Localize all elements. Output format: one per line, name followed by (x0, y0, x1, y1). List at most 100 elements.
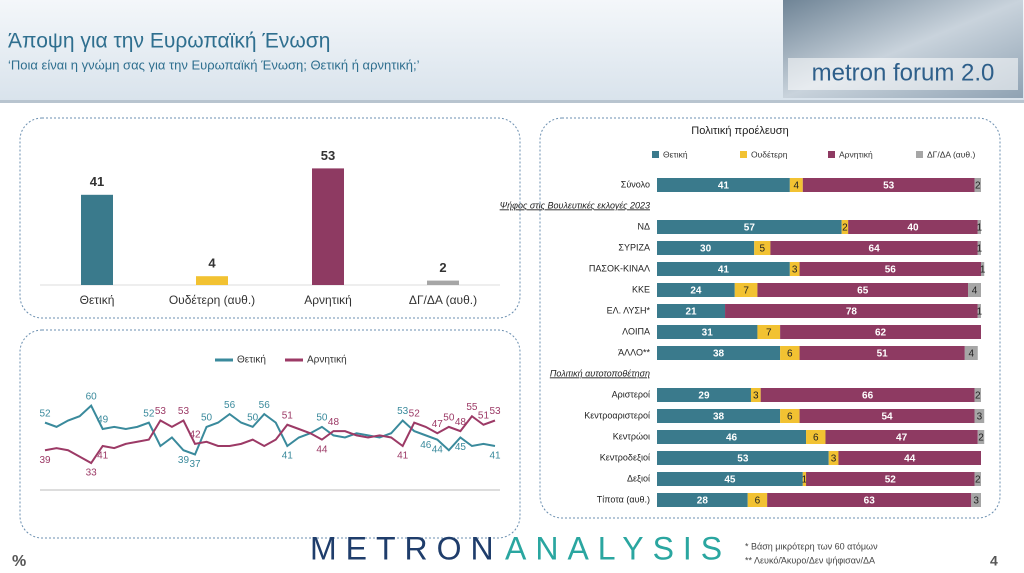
row-label: Κεντρώοι (613, 431, 650, 441)
data-label: 4 (794, 181, 800, 192)
bar-segment (841, 220, 849, 234)
data-label: 1 (977, 223, 983, 234)
data-label: 56 (259, 400, 271, 411)
data-label: 6 (787, 412, 793, 423)
data-label: 66 (862, 391, 874, 402)
bar-segment (799, 262, 981, 276)
data-label: 2 (842, 223, 848, 234)
bar-segment (757, 283, 969, 297)
bar (312, 168, 344, 285)
data-label: 78 (846, 307, 858, 318)
data-label: 41 (282, 451, 294, 462)
data-label: 50 (201, 413, 213, 424)
row-label: ΠΑΣΟΚ-ΚΙΝΑΛ (589, 263, 650, 273)
data-label: 52 (885, 475, 897, 486)
data-label: 53 (397, 406, 409, 417)
data-label: 24 (690, 286, 702, 297)
bar-segment (977, 220, 981, 234)
row-label: Κεντροδεξιοί (600, 452, 650, 462)
row-label: ΣΥΡΙΖΑ (618, 242, 650, 252)
data-label: 63 (864, 496, 876, 507)
brand: ANALYSIS (505, 530, 731, 566)
row-label: Σύνολο (621, 179, 650, 189)
title: Άποψη για την Ευρωπαϊκή Ένωση (8, 30, 330, 53)
data-label: 3 (753, 391, 759, 402)
bar-segment (657, 388, 751, 402)
row-label: ΛΟΙΠΑ (622, 326, 650, 336)
bar-segment (802, 472, 807, 486)
data-label: 29 (698, 391, 710, 402)
footnote: ** Λευκό/Άκυρο/Δεν ψήφισαν/ΔΑ (745, 555, 875, 565)
data-label: 62 (875, 328, 887, 339)
bar-segment (789, 262, 800, 276)
logo: metron forum 2.0 (812, 59, 995, 86)
data-label: 52 (39, 408, 51, 419)
data-label: 53 (489, 406, 501, 417)
row-label: ΕΛ. ΛΥΣΗ* (607, 305, 651, 315)
bar-segment (977, 241, 981, 255)
bar-segment (657, 283, 735, 297)
x-tick-label: Αρνητική (304, 293, 352, 307)
bar-segment (657, 409, 781, 423)
data-label: 5 (760, 244, 766, 255)
data-label: 1 (802, 475, 808, 486)
data-label: 4 (968, 349, 974, 360)
bar-segment (981, 262, 985, 276)
row-label: ΚΚΕ (632, 284, 650, 294)
bar-segment (802, 178, 975, 192)
legend-label: Θετική (237, 354, 266, 366)
data-label: 38 (713, 412, 725, 423)
bar-segment (657, 430, 807, 444)
header-rule (0, 100, 1024, 103)
data-label: 39 (39, 455, 51, 466)
bar-segment (657, 304, 726, 318)
bar-segment (838, 451, 981, 465)
data-label: 41 (718, 181, 730, 192)
bar-segment (974, 472, 981, 486)
data-label: 51 (478, 410, 490, 421)
data-label: 54 (881, 412, 893, 423)
data-label: 2 (978, 433, 984, 444)
data-label: 41 (489, 451, 501, 462)
data-label: 44 (316, 444, 328, 455)
bar (427, 280, 459, 285)
data-label: 55 (466, 402, 478, 413)
bar (196, 276, 228, 285)
data-label: 47 (432, 419, 444, 430)
x-tick-label: ΔΓ/ΔΑ (αυθ.) (409, 293, 477, 307)
bar-segment (657, 451, 829, 465)
data-label: 30 (700, 244, 712, 255)
legend-label: Ουδέτερη (751, 149, 788, 159)
bar-segment (657, 472, 803, 486)
x-tick-label: Ουδέτερη (αυθ.) (169, 293, 255, 307)
bar-segment (799, 346, 965, 360)
data-label: 40 (907, 223, 919, 234)
group-title: Ψήφος στις Βουλευτικές εκλογές 2023 (500, 200, 650, 210)
bar-segment (974, 409, 985, 423)
bar-segment (968, 283, 981, 297)
bar-segment (757, 325, 781, 339)
logo-bg (788, 58, 1018, 90)
group-title: Πολιτική αυτοτοποθέτηση (550, 368, 650, 378)
row-label: Δεξιοί (627, 473, 650, 483)
data-label: 52 (409, 408, 421, 419)
data-label: 53 (883, 181, 895, 192)
data-label: 3 (977, 412, 983, 423)
data-label: 3 (973, 496, 979, 507)
data-label: 2 (975, 181, 981, 192)
row-label: ΝΔ (637, 221, 650, 231)
data-label: 44 (432, 444, 444, 455)
data-label: 56 (224, 400, 236, 411)
bar-segment (657, 346, 781, 360)
data-label: 56 (885, 265, 897, 276)
data-label: 7 (766, 328, 772, 339)
bar-segment (974, 178, 981, 192)
x-tick-label: Θετική (80, 293, 115, 307)
data-label: 2 (439, 260, 446, 275)
data-label: 49 (97, 415, 109, 426)
subtitle: ‘Ποια είναι η γνώμη σας για την Ευρωπαϊκ… (8, 57, 420, 72)
data-label: 45 (724, 475, 736, 486)
data-label: 53 (737, 454, 749, 465)
bar-segment (657, 241, 755, 255)
bar-segment (734, 283, 758, 297)
